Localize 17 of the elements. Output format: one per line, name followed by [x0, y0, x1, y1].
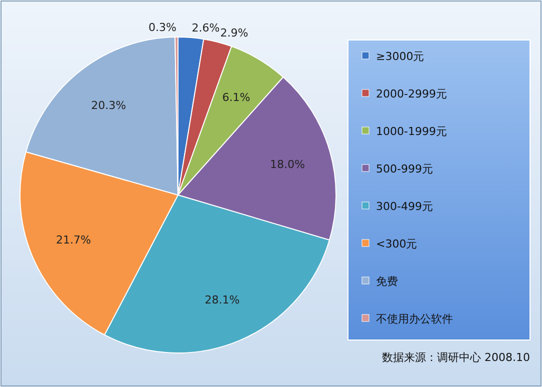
data-label: 6.1%	[222, 91, 250, 104]
data-label: 2.9%	[220, 26, 248, 40]
legend-label: 免费	[376, 274, 398, 288]
legend-label: 2000-2999元	[376, 87, 447, 100]
data-label: 0.3%	[148, 20, 176, 34]
legend-label: 300-499元	[376, 200, 433, 213]
legend-label: <300元	[376, 237, 418, 250]
data-label: 2.6%	[192, 21, 220, 34]
legend-label: 不使用办公软件	[376, 312, 453, 326]
data-label: 21.7%	[56, 234, 91, 247]
source-note: 数据来源：调研中心 2008.10	[382, 351, 530, 364]
legend-label: ≥3000元	[376, 50, 424, 63]
data-label: 20.3%	[91, 98, 126, 112]
legend-label: 500-999元	[376, 162, 433, 176]
data-label: 18.0%	[270, 158, 305, 171]
data-label: 28.1%	[204, 294, 240, 307]
legend-label: 1000-1999元	[376, 124, 447, 138]
